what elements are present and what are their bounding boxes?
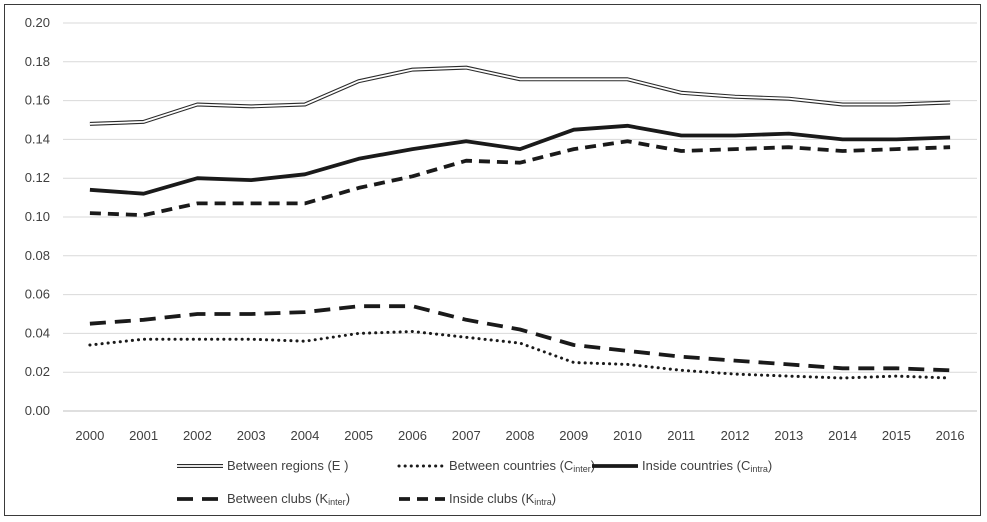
x-tick-label: 2011 — [667, 428, 695, 443]
y-tick-label: 0.18 — [25, 54, 50, 69]
x-tick-label: 2007 — [452, 428, 481, 443]
series-line-0-inner — [89, 66, 951, 125]
x-tick-label: 2008 — [506, 428, 535, 443]
legend-label-close: ) — [768, 458, 772, 473]
y-tick-label: 0.16 — [25, 93, 50, 108]
x-tick-label: 2001 — [129, 428, 158, 443]
legend-label: Between countries (Cinter) — [449, 458, 595, 474]
x-tick-label: 2012 — [721, 428, 750, 443]
legend-label-main: Between regions (E ) — [227, 458, 348, 473]
series-line-2 — [89, 123, 951, 196]
series-line-0 — [89, 65, 951, 126]
legend-label-subscript: intra — [750, 464, 768, 474]
legend-label-close: ) — [346, 491, 350, 506]
legend-label-main: Inside countries (C — [642, 458, 750, 473]
x-tick-label: 2004 — [290, 428, 319, 443]
x-tick-label: 2000 — [75, 428, 104, 443]
x-tick-label: 2006 — [398, 428, 427, 443]
x-tick-label: 2015 — [882, 428, 911, 443]
x-tick-label: 2009 — [559, 428, 588, 443]
legend-label-subscript: inter — [573, 464, 591, 474]
y-tick-label: 0.10 — [25, 209, 50, 224]
y-tick-label: 0.02 — [25, 364, 50, 379]
legend-label-main: Between clubs (K — [227, 491, 328, 506]
x-tick-label: 2013 — [774, 428, 803, 443]
chart-frame — [4, 4, 981, 516]
legend-label-subscript: intra — [534, 497, 552, 507]
y-tick-label: 0.00 — [25, 403, 50, 418]
y-tick-label: 0.06 — [25, 287, 50, 302]
x-tick-label: 2014 — [828, 428, 857, 443]
series-line-3 — [89, 304, 951, 373]
y-tick-label: 0.12 — [25, 170, 50, 185]
y-tick-label: 0.20 — [25, 15, 50, 30]
legend-label: Inside countries (Cintra) — [642, 458, 772, 474]
legend-label: Between clubs (Kinter) — [227, 491, 350, 507]
x-tick-label: 2016 — [936, 428, 965, 443]
x-tick-label: 2010 — [613, 428, 642, 443]
legend-label: Between regions (E ) — [227, 458, 348, 473]
legend-label-main: Between countries (C — [449, 458, 573, 473]
y-tick-label: 0.08 — [25, 248, 50, 263]
x-tick-label: 2005 — [344, 428, 373, 443]
legend-label-close: ) — [552, 491, 556, 506]
series-line-4 — [89, 139, 951, 218]
legend-label-subscript: inter — [328, 497, 346, 507]
y-tick-label: 0.04 — [25, 325, 50, 340]
legend-label-main: Inside clubs (K — [449, 491, 535, 506]
x-tick-label: 2003 — [237, 428, 266, 443]
y-tick-label: 0.14 — [25, 131, 50, 146]
series-line-1 — [88, 330, 952, 380]
x-tick-label: 2002 — [183, 428, 212, 443]
legend-label: Inside clubs (Kintra) — [449, 491, 556, 507]
